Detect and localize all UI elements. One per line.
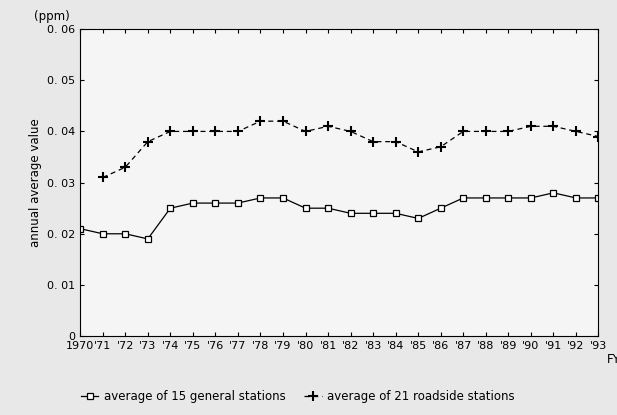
average of 21 roadside stations [505,129,512,134]
average of 15 general stations [505,195,512,200]
average of 21 roadside stations [347,129,354,134]
average of 21 roadside stations [99,175,107,180]
average of 21 roadside stations [257,119,264,124]
average of 21 roadside stations [550,124,557,129]
average of 15 general stations [325,206,332,211]
average of 15 general stations [595,195,602,200]
average of 21 roadside stations [527,124,534,129]
average of 15 general stations [482,195,489,200]
average of 15 general stations [122,231,129,236]
Y-axis label: annual average value: annual average value [28,118,41,247]
average of 21 roadside stations [144,139,152,144]
Line: average of 21 roadside stations: average of 21 roadside stations [98,116,603,182]
X-axis label: FY: FY [607,353,617,366]
average of 21 roadside stations [572,129,579,134]
average of 21 roadside stations [280,119,287,124]
average of 15 general stations [370,211,377,216]
average of 15 general stations [234,200,242,205]
average of 21 roadside stations [167,129,174,134]
average of 21 roadside stations [460,129,467,134]
average of 15 general stations [347,211,354,216]
average of 15 general stations [550,190,557,195]
average of 15 general stations [527,195,534,200]
average of 21 roadside stations [234,129,242,134]
average of 21 roadside stations [302,129,309,134]
average of 15 general stations [257,195,264,200]
Legend: average of 15 general stations, average of 21 roadside stations: average of 15 general stations, average … [76,385,520,408]
average of 15 general stations [415,216,422,221]
average of 21 roadside stations [212,129,219,134]
average of 15 general stations [99,231,107,236]
Line: average of 15 general stations: average of 15 general stations [77,190,602,242]
average of 15 general stations [144,237,152,242]
average of 21 roadside stations [370,139,377,144]
average of 21 roadside stations [482,129,489,134]
average of 15 general stations [189,200,197,205]
average of 21 roadside stations [437,144,444,149]
average of 21 roadside stations [415,149,422,154]
average of 21 roadside stations [392,139,399,144]
average of 21 roadside stations [595,134,602,139]
average of 15 general stations [460,195,467,200]
average of 15 general stations [437,206,444,211]
average of 15 general stations [77,226,84,231]
average of 15 general stations [167,206,174,211]
Text: (ppm): (ppm) [33,10,69,23]
average of 15 general stations [392,211,399,216]
average of 21 roadside stations [325,124,332,129]
average of 15 general stations [280,195,287,200]
average of 21 roadside stations [189,129,197,134]
average of 15 general stations [302,206,309,211]
average of 21 roadside stations [122,165,129,170]
average of 15 general stations [572,195,579,200]
average of 15 general stations [212,200,219,205]
